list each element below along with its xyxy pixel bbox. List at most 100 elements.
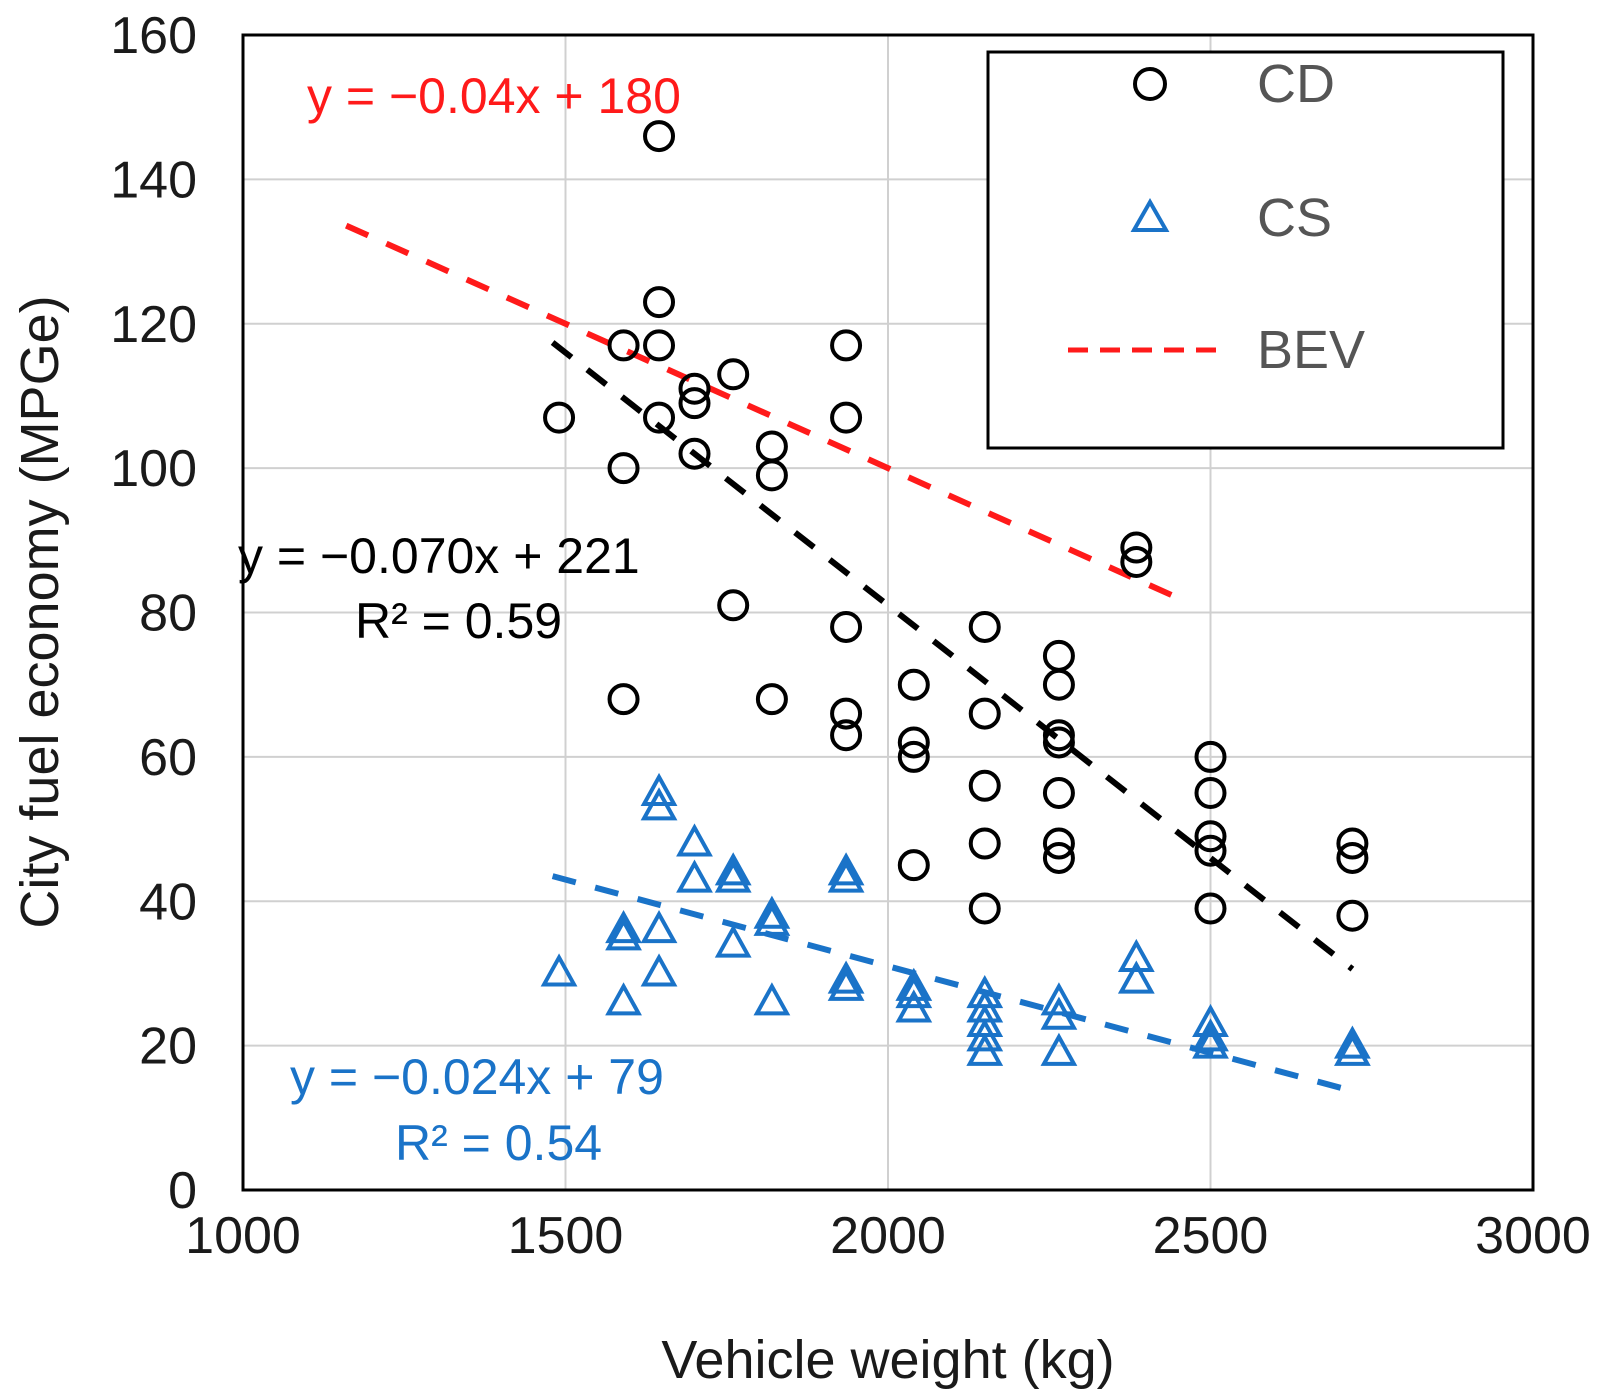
x-tick-labels: 1000 1500 2000 2500 3000: [185, 1207, 1591, 1265]
point-cs: [640, 953, 678, 987]
point-cd: [968, 610, 1001, 643]
legend-cs-marker: [1130, 197, 1170, 232]
y-tick-labels: 0 20 40 60 80 100 120 140 160: [110, 7, 197, 1220]
legend-bev-label: BEV: [1257, 320, 1365, 380]
point-cd: [968, 892, 1001, 925]
point-cs: [605, 917, 642, 951]
y-axis-title: City fuel economy (MPGe): [10, 295, 70, 928]
point-cs: [1192, 1018, 1229, 1052]
y-tick-label: 140: [110, 151, 197, 209]
point-cd: [1336, 827, 1369, 860]
point-cd: [755, 683, 788, 716]
x-tick-label: 2500: [1153, 1207, 1269, 1265]
point-cd: [643, 120, 676, 153]
legend-cs-label: CS: [1257, 188, 1332, 248]
point-cd: [1194, 740, 1227, 773]
point-cs: [1334, 1032, 1371, 1066]
point-cd: [1194, 892, 1227, 925]
x-tick-label: 3000: [1475, 1207, 1591, 1265]
y-tick-label: 120: [110, 296, 197, 354]
point-cs: [1040, 1032, 1078, 1066]
point-cd: [830, 329, 863, 362]
point-cd: [678, 372, 711, 405]
annotation-bev-equation: y = −0.04x + 180: [307, 68, 681, 124]
point-cd: [1042, 726, 1075, 759]
point-cs: [714, 859, 752, 893]
point-cs: [1117, 938, 1155, 972]
point-cs: [640, 910, 678, 944]
annotation-cd-r2: R² = 0.59: [355, 593, 562, 649]
point-cd: [1042, 827, 1075, 860]
y-tick-label: 80: [139, 585, 197, 643]
point-cs: [676, 859, 713, 893]
point-cs: [714, 852, 752, 886]
point-cs: [1334, 1025, 1371, 1059]
point-cs: [640, 772, 678, 806]
trendlines: [344, 222, 1355, 1094]
point-cs: [827, 859, 865, 893]
point-cs: [1192, 1003, 1229, 1037]
y-tick-label: 160: [110, 7, 197, 65]
y-tick-label: 100: [110, 440, 197, 498]
point-cd: [678, 387, 711, 420]
point-cd: [543, 401, 576, 434]
point-cd: [643, 329, 676, 362]
point-cd: [897, 740, 930, 773]
point-cd: [607, 329, 640, 362]
annotation-cs-r2: R² = 0.54: [395, 1115, 602, 1171]
point-cd: [1336, 841, 1369, 874]
annotation-cs-equation: y = −0.024x + 79: [290, 1049, 664, 1105]
point-cd: [968, 769, 1001, 802]
point-cs: [676, 823, 713, 857]
point-cd: [1336, 899, 1369, 932]
point-cs: [966, 1018, 1004, 1052]
point-cd: [1120, 531, 1153, 564]
point-cd: [755, 459, 788, 492]
point-cd: [643, 286, 676, 319]
point-cs: [605, 910, 642, 944]
point-cd: [1042, 776, 1075, 809]
point-cd: [968, 697, 1001, 730]
point-cs: [1040, 996, 1078, 1030]
point-cd: [968, 827, 1001, 860]
plot-area-frame: [241, 33, 1535, 1192]
point-cs: [1192, 1025, 1229, 1059]
point-cd: [1042, 668, 1075, 701]
point-cd: [678, 437, 711, 470]
y-tick-label: 20: [139, 1018, 197, 1076]
y-tick-label: 0: [168, 1162, 197, 1220]
point-cd: [1194, 820, 1227, 853]
point-cd: [1120, 545, 1153, 578]
point-cd: [717, 358, 750, 391]
data-points: [540, 120, 1371, 1066]
point-cs: [827, 967, 865, 1001]
point-cs: [1117, 960, 1155, 994]
y-tick-label: 40: [139, 873, 197, 931]
trendline-cd: [550, 340, 1355, 972]
point-cs: [714, 924, 752, 958]
x-tick-label: 2000: [830, 1207, 946, 1265]
point-cs: [966, 1032, 1004, 1066]
point-cs: [540, 953, 578, 987]
point-cs: [1040, 982, 1078, 1016]
legend-cd-marker: [1133, 67, 1167, 101]
point-cs: [753, 982, 791, 1016]
point-cs: [753, 902, 791, 936]
legend-box: [986, 50, 1505, 450]
annotation-cd-equation: y = −0.070x + 221: [238, 528, 640, 584]
legend: CD CS BEV: [986, 50, 1505, 450]
point-cd: [643, 401, 676, 434]
point-cs: [827, 960, 865, 994]
point-cs: [605, 982, 642, 1016]
x-tick-label: 1500: [508, 1207, 624, 1265]
trendline-bev: [344, 222, 1174, 598]
point-cs: [827, 852, 865, 886]
point-cs: [895, 989, 933, 1023]
x-tick-label: 1000: [185, 1207, 301, 1265]
point-cd: [830, 610, 863, 643]
point-cd: [897, 668, 930, 701]
point-cs: [895, 967, 933, 1001]
point-cs: [753, 895, 791, 929]
x-axis-title: Vehicle weight (kg): [661, 1330, 1114, 1390]
